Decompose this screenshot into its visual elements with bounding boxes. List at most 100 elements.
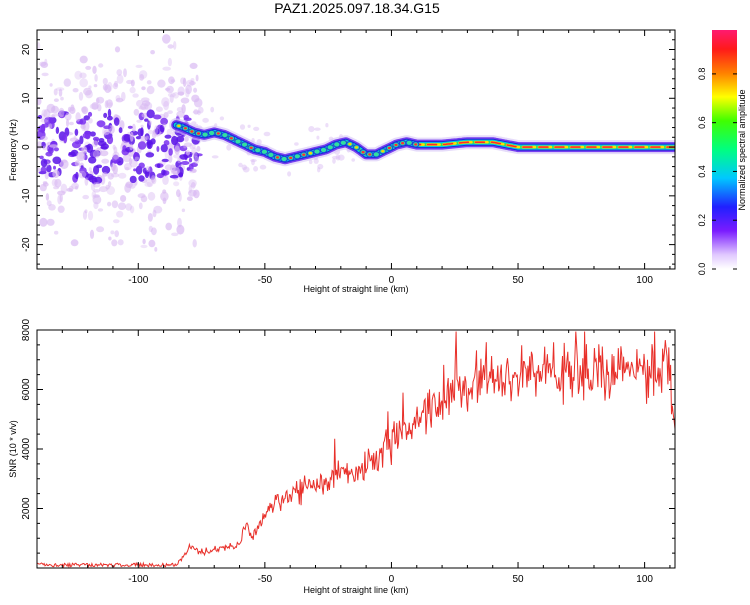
spectrogram-noise-blob <box>189 143 193 150</box>
spectrogram-noise-blob <box>193 108 199 115</box>
spectrogram-noise-blob <box>98 186 108 193</box>
spectrogram-noise-blob <box>151 227 157 236</box>
ridge-bead-core <box>289 156 293 160</box>
spectrogram-noise-blob <box>192 151 198 158</box>
spectrogram-noise-blob <box>127 125 133 129</box>
spectrogram-noise-blob <box>68 121 74 126</box>
ridge-bead <box>293 153 301 160</box>
spectrogram-noise-blob <box>148 225 153 233</box>
spectrogram-noise-blob <box>111 239 118 247</box>
ridge-bead-core <box>183 127 187 130</box>
spectrogram-noise-blob <box>116 210 124 218</box>
spectrogram-noise-blob <box>79 78 88 88</box>
ridge-bead <box>405 139 413 146</box>
spectrogram-noise-blob <box>63 133 68 144</box>
snr-x-tick-label: -100 <box>128 574 148 585</box>
spectrogram-noise-blob <box>192 239 197 248</box>
spectrogram-noise-blob <box>144 169 150 179</box>
spectrogram-noise-blob <box>58 107 65 118</box>
spectrogram-noise-blob <box>314 127 321 131</box>
spectrogram-noise-blob <box>190 162 198 167</box>
spectrogram-noise-blob <box>238 162 243 168</box>
spectrogram-noise-blob <box>54 178 62 188</box>
spectrogram-noise-blob <box>160 191 169 202</box>
spectrogram-noise-blob <box>87 210 94 221</box>
colorbar-tick-label: 0.4 <box>697 165 707 178</box>
ridge-bead-core <box>177 124 181 128</box>
spectrogram-noise-blob <box>129 86 136 94</box>
spectrogram-noise-blob <box>59 159 69 169</box>
spectrogram-noise-blob <box>71 141 81 149</box>
spectrogram-noise-blob <box>141 86 146 91</box>
spectrogram-noise-blob <box>193 87 198 93</box>
spectrogram-noise-blob <box>123 68 127 78</box>
spectrogram-noise-blob <box>171 232 179 237</box>
spectrogram-noise-blob <box>168 76 175 85</box>
spectrogram-noise-blob <box>64 112 72 121</box>
spectrogram-noise-blob <box>136 119 142 123</box>
spectrogram-noise-blob <box>134 156 140 161</box>
ridge-bead-core <box>394 143 398 147</box>
spectrogram-y-tick-label: -10 <box>21 188 32 203</box>
spectrogram-noise-blob <box>239 124 246 130</box>
ridge-bead <box>201 131 209 138</box>
spectrogram-noise-blob <box>173 41 177 50</box>
spectrogram-noise-blob <box>185 88 190 98</box>
spectrogram-noise-blob <box>169 174 179 179</box>
spectrogram-noise-blob <box>113 117 120 126</box>
spectrogram-noise-blob <box>116 74 124 84</box>
spectrogram-noise-blob <box>46 200 52 207</box>
spectrogram-noise-blob <box>113 219 120 224</box>
snr-y-tick-label: 2000 <box>21 497 32 520</box>
spectrogram-noise-blob <box>53 186 60 190</box>
spectrogram-noise-blob <box>112 151 120 160</box>
snr-x-tick-label: 50 <box>512 574 524 585</box>
spectrogram-noise-blob <box>132 123 136 132</box>
spectrogram-noise-blob <box>156 163 161 168</box>
spectrogram-noise-blob <box>92 136 100 142</box>
spectrogram-noise-blob <box>53 98 59 102</box>
spectrogram-noise-blob <box>53 147 60 152</box>
spectrogram-noise-blob <box>144 118 149 122</box>
spectrogram-noise-blob <box>133 168 137 172</box>
spectrogram-noise-blob <box>167 110 173 114</box>
spectrogram-noise-blob <box>202 117 209 123</box>
spectrogram-y-tick-label: 20 <box>21 44 32 56</box>
ridge-bead-core <box>361 151 365 154</box>
spectrogram-noise-blob <box>72 88 79 93</box>
spectrogram-noise-blob <box>88 167 92 172</box>
colorbar-tick-label: 0.8 <box>697 68 707 81</box>
spectrogram-noise-blob <box>116 69 123 76</box>
spectrogram-noise-blob <box>351 158 356 162</box>
spectrogram-noise-blob <box>114 80 118 88</box>
spectrogram-noise-blob <box>107 201 112 207</box>
spectrogram-noise-blob <box>92 194 100 198</box>
spectrogram-noise-blob <box>181 104 186 114</box>
spectrogram-noise-blob <box>145 152 155 158</box>
spectrogram-noise-blob <box>161 97 170 107</box>
spectrogram-noise-blob <box>37 141 43 150</box>
spectrogram-noise-blob <box>176 189 181 198</box>
spectrogram-noise-blob <box>98 63 104 68</box>
spectrogram-noise-blob <box>152 209 157 218</box>
spectrogram-noise-blob <box>79 72 87 79</box>
spectrogram-noise-blob <box>57 194 62 205</box>
spectrogram-noise-blob <box>162 123 167 128</box>
spectrogram-noise-blob <box>123 163 132 171</box>
spectrogram-noise-blob <box>193 156 200 165</box>
spectrogram-noise-blob <box>250 159 257 163</box>
spectrogram-noise-blob <box>78 170 87 179</box>
spectrogram-noise-blob <box>48 123 53 130</box>
spectrogram-noise-blob <box>39 155 44 160</box>
ridge-bead <box>208 129 216 137</box>
spectrogram-noise-blob <box>325 123 329 128</box>
colorbar-tick-label: 0.2 <box>697 214 707 227</box>
colorbar-tick-label: 0.0 <box>697 263 707 276</box>
spectrogram-noise-blob <box>145 166 151 172</box>
spectrogram-noise-blob <box>89 229 95 239</box>
spectrogram-noise-blob <box>52 106 56 112</box>
ridge-bead-core <box>275 156 280 159</box>
spectrogram-noise-blob <box>79 55 88 64</box>
spectrogram-noise-blob <box>161 158 169 163</box>
spectrogram-noise-blob <box>118 127 123 134</box>
